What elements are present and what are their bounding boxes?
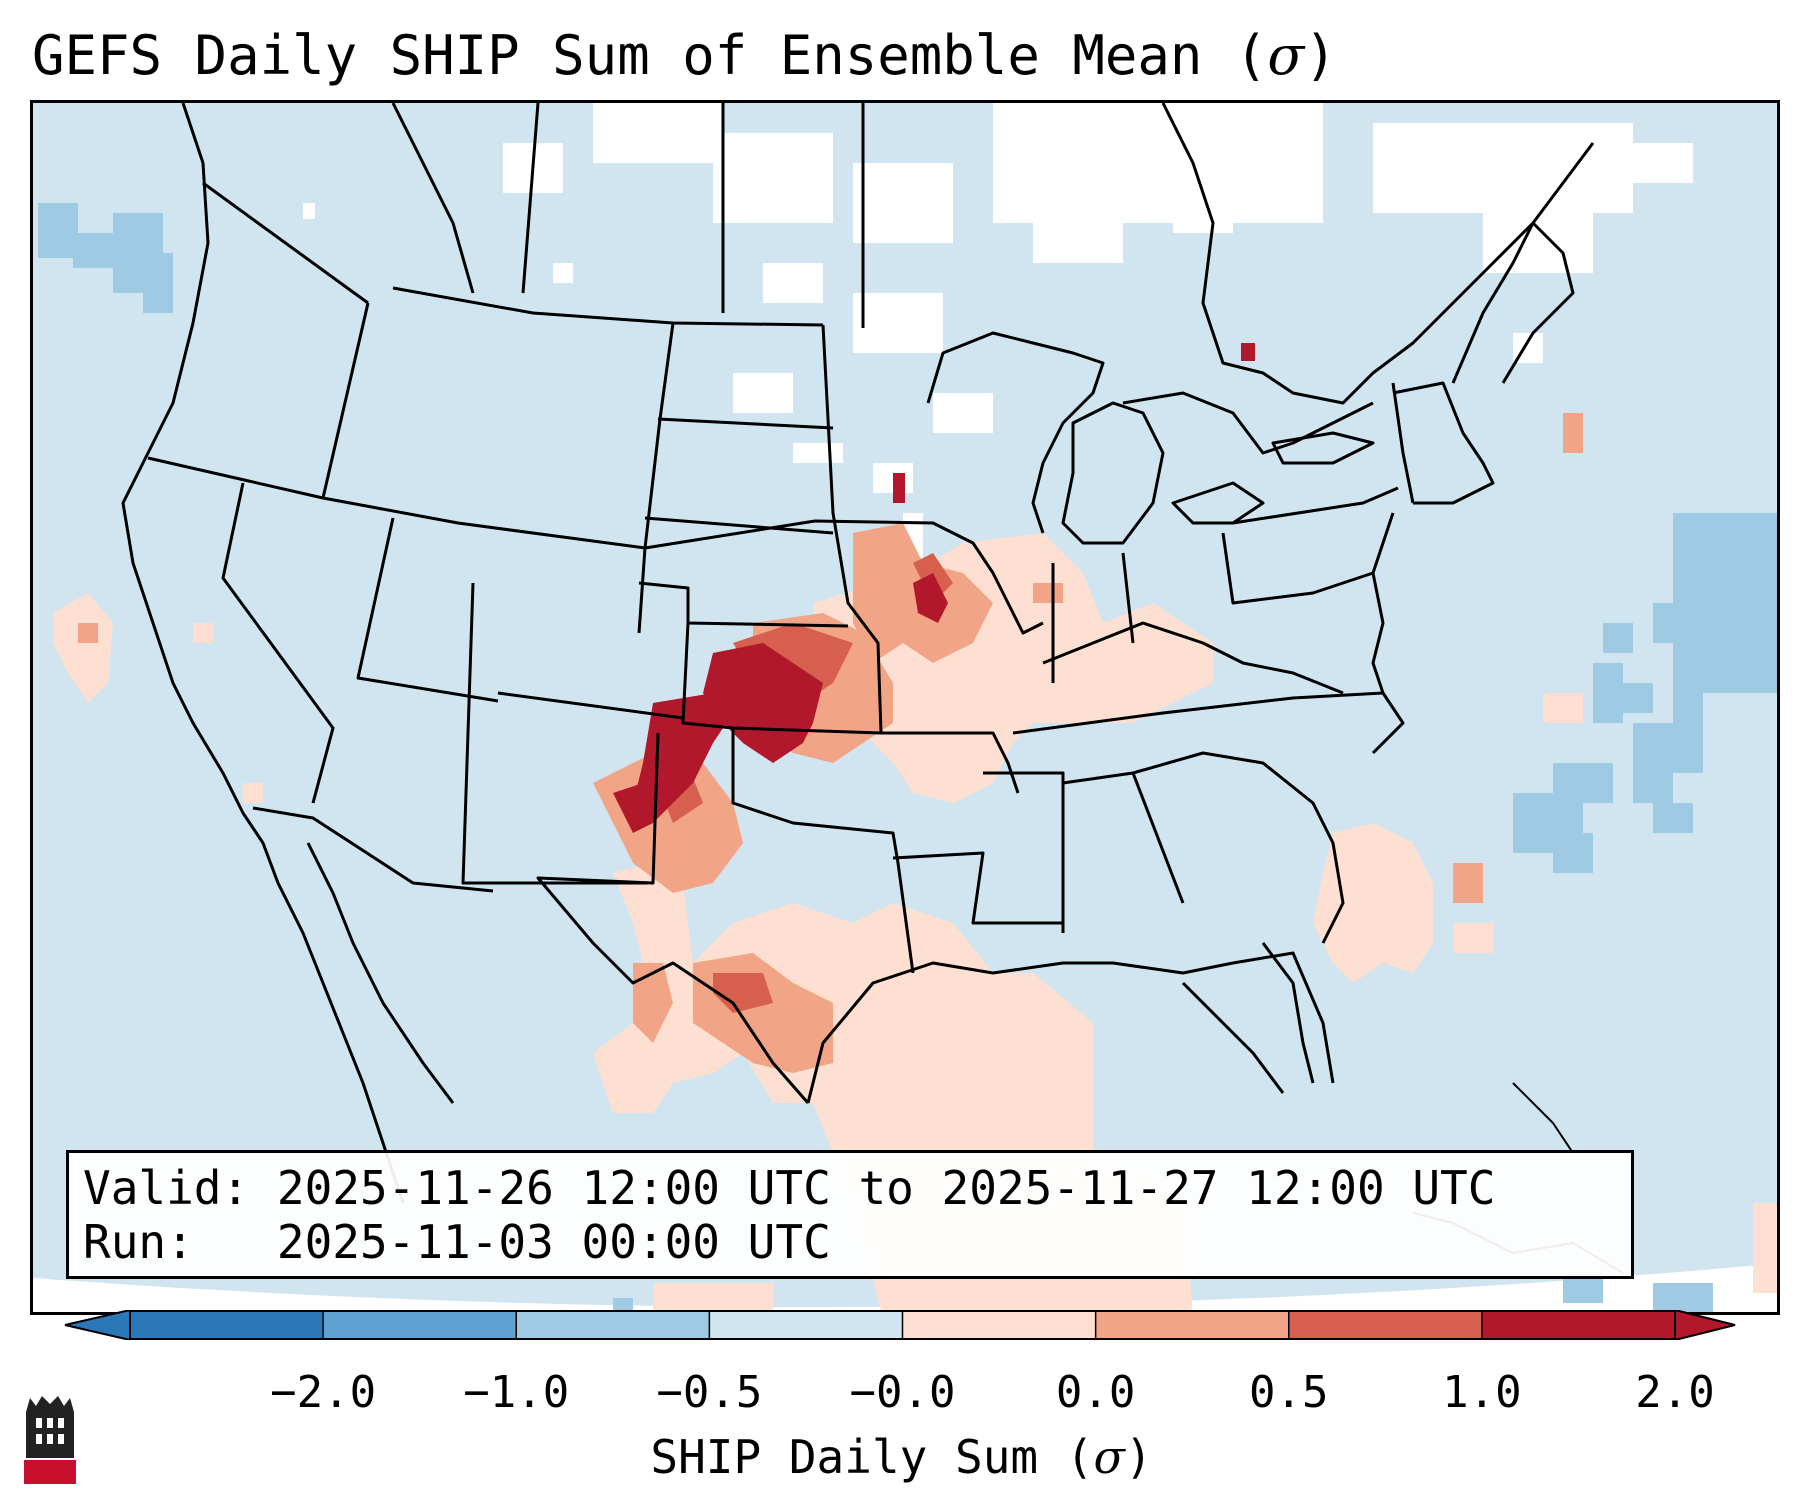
colorbar-label-sigma: σ — [1093, 1430, 1125, 1484]
colorbar-segment — [1481, 1310, 1676, 1340]
colorbar-tick-label: −1.0 — [463, 1367, 570, 1418]
niu-logo — [24, 1396, 76, 1484]
florida-west — [1181, 981, 1285, 1094]
colorbar-tick-label: 0.5 — [1249, 1367, 1329, 1418]
quebec-border — [1161, 103, 1595, 405]
negative-anomalies — [38, 203, 1777, 1312]
lower-michigan — [1061, 401, 1165, 545]
title-sigma: σ — [1267, 24, 1305, 87]
chart-title: GEFS Daily SHIP Sum of Ensemble Mean (σ) — [32, 24, 1337, 88]
colorbar-extend-min — [64, 1310, 131, 1340]
colorbar-tick-label: 0.0 — [1055, 1367, 1136, 1418]
run-value: 2025-11-03 00:00 UTC — [276, 1215, 831, 1269]
lake-erie — [1171, 481, 1265, 525]
title-text: GEFS Daily SHIP Sum of Ensemble Mean ( — [32, 24, 1268, 87]
bahamas — [1512, 1082, 1574, 1154]
great-lakes-north — [1122, 391, 1374, 455]
wa-border — [202, 181, 369, 305]
ga-sc-border — [1132, 751, 1345, 944]
colorbar — [64, 1310, 1736, 1340]
nm-border — [461, 582, 648, 885]
co-nm-border — [497, 691, 684, 720]
wi-mi-border — [926, 331, 1105, 534]
colorbar-segment — [323, 1310, 517, 1340]
colorbar-segment — [130, 1310, 324, 1340]
mn-ia-border — [821, 324, 883, 734]
title-close: ) — [1304, 24, 1337, 87]
gulf-coast — [806, 951, 1335, 1104]
missing-cells — [303, 103, 1693, 563]
colorbar-tick-label: −2.0 — [270, 1367, 377, 1418]
pa-border — [1221, 512, 1395, 605]
valid-row: Valid: 2025-11-26 12:00 UTC to 2025-11-2… — [83, 1161, 1631, 1215]
colorbar-segment — [709, 1310, 903, 1340]
northern-tier-line — [147, 456, 1044, 635]
colorbar-segments — [64, 1310, 1736, 1340]
colorbar-segment — [902, 1310, 1097, 1340]
maine-maritime — [1451, 221, 1575, 384]
projection-edge — [33, 1263, 1777, 1312]
colorbar-label: SHIP Daily Sum (σ) — [0, 1430, 1803, 1484]
lake-ontario — [1271, 431, 1375, 465]
map-canvas — [33, 103, 1777, 1312]
atlantic-coast — [1371, 572, 1405, 755]
logo-badge — [24, 1460, 76, 1484]
ab-sk-border — [521, 103, 540, 294]
az-mexico-border — [252, 806, 494, 893]
ar-mo-border — [881, 731, 1020, 794]
ky-border — [1042, 621, 1344, 695]
ms-border — [983, 771, 1065, 933]
in-oh-border — [1121, 552, 1135, 644]
sd-ne-border — [644, 516, 834, 535]
florida-east — [1261, 942, 1315, 1084]
colorbar-tick-label: 2.0 — [1635, 1367, 1715, 1418]
pacific-coastline — [121, 103, 405, 1204]
baja-coast — [306, 842, 455, 1104]
ut-border — [356, 517, 499, 703]
dakota-west — [637, 322, 675, 634]
id-border — [321, 302, 370, 499]
colorbar-tick-label: −0.5 — [656, 1367, 763, 1418]
tx-ok-border — [731, 728, 915, 974]
bc-ab-border — [391, 103, 475, 294]
colorbar-segment — [1288, 1310, 1483, 1340]
ks-ok-border — [681, 622, 882, 735]
ny-pa-border — [1232, 486, 1399, 525]
map-panel — [30, 100, 1780, 1315]
colorbar-extend-max — [1674, 1310, 1736, 1340]
run-row: Run: 2025-11-03 00:00 UTC — [83, 1215, 1631, 1269]
ne-ks-border — [638, 581, 849, 628]
valid-label: Valid: — [83, 1161, 250, 1215]
nd-sd-border — [657, 417, 834, 430]
colorbar-label-close: ) — [1124, 1430, 1153, 1484]
vt-nh — [1391, 382, 1415, 504]
colorbar-tick-label: 1.0 — [1442, 1367, 1522, 1418]
colorbar-tick-label: −0.0 — [849, 1367, 956, 1418]
tn-nc-border — [1012, 691, 1384, 735]
valid-value: 2025-11-26 12:00 UTC to 2025-11-27 12:00… — [276, 1161, 1496, 1215]
colorbar-segment — [516, 1310, 710, 1340]
la-border — [892, 851, 1063, 925]
tx-west — [536, 732, 810, 1104]
new-england — [1392, 381, 1495, 505]
run-label: Run: — [83, 1215, 194, 1269]
us-canada-border — [392, 286, 824, 327]
colorbar-segment — [1095, 1310, 1290, 1340]
info-box: Valid: 2025-11-26 12:00 UTC to 2025-11-2… — [66, 1150, 1634, 1279]
nv-border — [221, 482, 335, 804]
colorbar-label-text: SHIP Daily Sum ( — [650, 1430, 1094, 1484]
